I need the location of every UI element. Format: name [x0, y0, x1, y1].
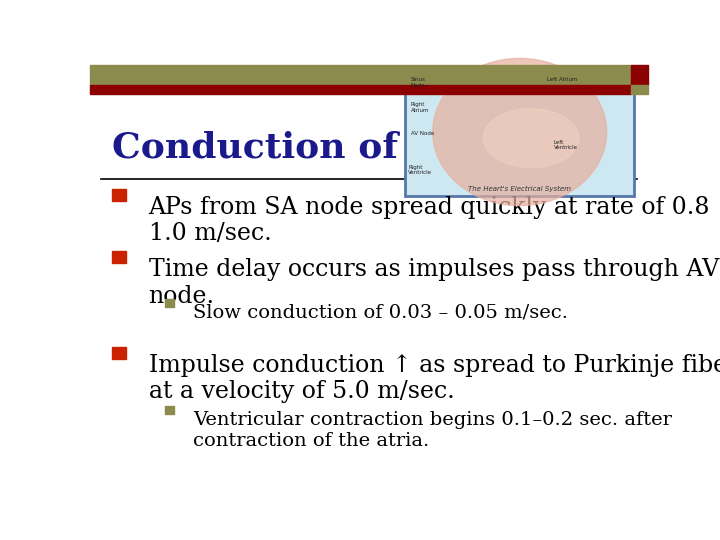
Text: Time delay occurs as impulses pass through AV
node.: Time delay occurs as impulses pass throu… — [148, 258, 719, 308]
FancyBboxPatch shape — [405, 73, 634, 196]
Bar — [112, 189, 126, 201]
Bar — [631, 65, 648, 85]
Text: Left Atrium: Left Atrium — [547, 77, 577, 82]
Text: AV Node: AV Node — [411, 131, 434, 136]
Text: Conduction of Impulse: Conduction of Impulse — [112, 131, 575, 165]
Text: The Heart's Electrical System: The Heart's Electrical System — [468, 186, 571, 192]
Bar — [112, 252, 126, 263]
Bar — [90, 65, 631, 85]
Text: Right
Ventricle: Right Ventricle — [408, 165, 432, 176]
Text: Impulse conduction ↑ as spread to Purkinje fibers
at a velocity of 5.0 m/sec.: Impulse conduction ↑ as spread to Purkin… — [148, 354, 720, 403]
Ellipse shape — [433, 58, 606, 206]
Text: Right
Atrium: Right Atrium — [411, 102, 429, 113]
Bar — [166, 406, 174, 414]
Text: Sinus
Node: Sinus Node — [411, 77, 426, 88]
Text: Slow conduction of 0.03 – 0.05 m/sec.: Slow conduction of 0.03 – 0.05 m/sec. — [193, 304, 568, 322]
Text: Left
Ventricle: Left Ventricle — [554, 140, 578, 151]
Text: APs from SA node spread quickly at rate of 0.8  -
1.0 m/sec.: APs from SA node spread quickly at rate … — [148, 196, 720, 245]
Bar — [631, 85, 648, 94]
Text: Ventricular contraction begins 0.1–0.2 sec. after
contraction of the atria.: Ventricular contraction begins 0.1–0.2 s… — [193, 411, 672, 449]
Ellipse shape — [483, 109, 579, 167]
Bar — [166, 299, 174, 307]
Bar — [90, 85, 631, 94]
Bar — [112, 347, 126, 359]
